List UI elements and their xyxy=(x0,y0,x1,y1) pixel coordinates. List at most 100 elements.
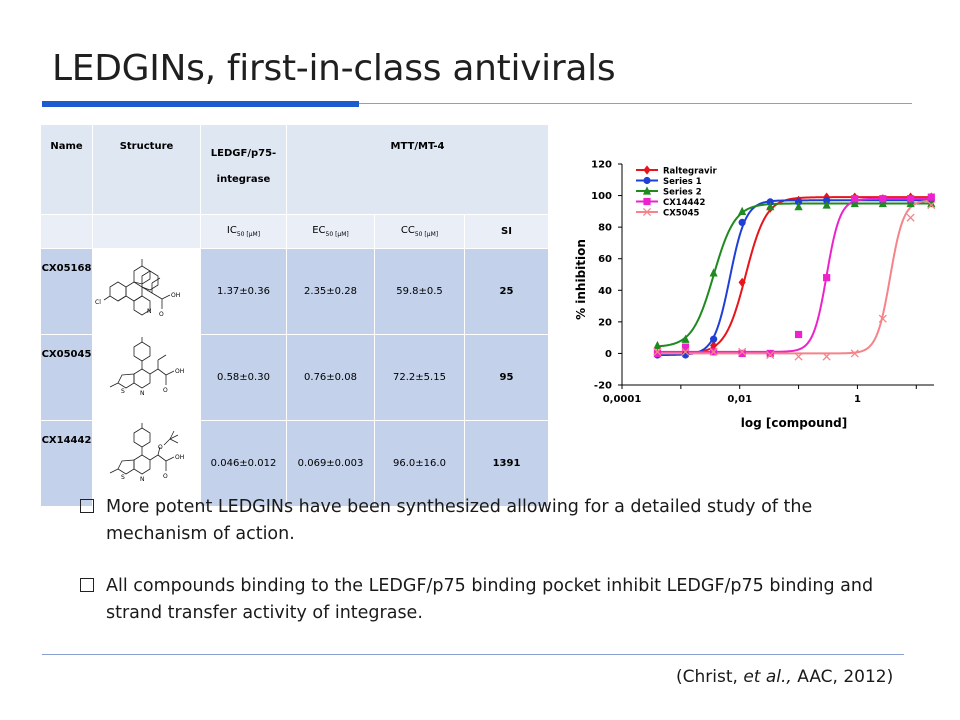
compound-name: CX14442 xyxy=(40,420,93,507)
molecule-cx05168-icon: Cl N OH O xyxy=(95,259,180,318)
data-point xyxy=(709,268,718,277)
page-title: LEDGINs, first-in-class antivirals xyxy=(52,48,616,89)
ec50-value: 0.76±0.08 xyxy=(286,334,375,421)
svg-text:Cl: Cl xyxy=(95,299,101,306)
svg-text:OH: OH xyxy=(175,368,184,375)
cc50-value: 59.8±0.5 xyxy=(374,248,465,335)
data-point xyxy=(643,197,651,206)
subheader-si: SI xyxy=(464,214,549,249)
data-point xyxy=(906,195,915,203)
svg-text:N: N xyxy=(140,390,145,397)
header-ledgf-line1: LEDGF/p75- xyxy=(210,148,277,159)
data-point xyxy=(709,340,718,351)
dose-response-chart: -20 0 20 40 60 80 100 120 0,0001 0,01 1 log [compou… xyxy=(574,160,936,430)
y-tick-label: -20 xyxy=(594,381,612,392)
data-point xyxy=(738,347,747,356)
svg-text:S: S xyxy=(121,474,125,481)
structure-image-cx05168: Cl N OH O xyxy=(92,248,201,335)
data-point xyxy=(709,347,718,356)
svg-text:OH: OH xyxy=(175,454,184,461)
data-point xyxy=(794,352,803,361)
cc50-value: 96.0±16.0 xyxy=(374,420,465,507)
data-point xyxy=(738,206,747,215)
title-underline-accent xyxy=(42,101,359,107)
ic50-value: 0.046±0.012 xyxy=(200,420,287,507)
data-point xyxy=(794,198,803,206)
data-point xyxy=(823,274,831,282)
data-point xyxy=(766,349,774,358)
data-point xyxy=(879,195,887,203)
series-curve xyxy=(657,199,932,355)
data-point xyxy=(878,314,887,323)
data-point xyxy=(927,198,936,208)
ec50-value: 0.069±0.003 xyxy=(286,420,375,507)
table-subheader-row: IC50 [µM] EC50 [µM] CC50 [µM] SI xyxy=(40,214,549,249)
data-point xyxy=(878,198,887,208)
legend-label: CX5045 xyxy=(663,208,700,218)
table-header-row: Name Structure LEDGF/p75- integrase MTT/… xyxy=(40,124,549,215)
subheader-ec50: EC50 [µM] xyxy=(286,214,375,249)
svg-text:O: O xyxy=(158,444,163,451)
subheader-empty-1 xyxy=(40,214,93,249)
y-tick-label: 40 xyxy=(598,286,612,297)
data-point xyxy=(738,218,746,227)
data-point xyxy=(794,330,803,339)
si-value: 95 xyxy=(464,334,549,421)
subheader-ic50: IC50 [µM] xyxy=(200,214,287,249)
svg-text:O: O xyxy=(163,387,168,394)
data-point xyxy=(850,198,859,208)
cc50-value: 72.2±5.15 xyxy=(374,334,465,421)
data-point xyxy=(738,349,746,358)
data-point xyxy=(653,349,662,358)
data-point xyxy=(766,198,774,206)
bullet-item: All compounds binding to the LEDGF/p75 b… xyxy=(80,573,880,627)
data-point xyxy=(766,350,775,360)
checkbox-bullet-icon xyxy=(80,499,94,513)
x-axis-label: log [compound] xyxy=(741,416,847,430)
y-tick-label: 60 xyxy=(598,254,612,265)
header-structure: Structure xyxy=(92,124,201,215)
header-mtt: MTT/MT-4 xyxy=(286,124,549,215)
si-value: 1391 xyxy=(464,420,549,507)
header-ledgf: LEDGF/p75- integrase xyxy=(200,124,287,215)
molecule-cx14442-icon: O S N OH O xyxy=(109,423,184,483)
data-point xyxy=(906,198,915,208)
x-tick-label: 0,0001 xyxy=(603,394,642,405)
table-row: CX05045 S N OH xyxy=(40,334,549,421)
si-value: 25 xyxy=(464,248,549,335)
y-tick-label: 0 xyxy=(605,349,612,360)
data-point xyxy=(709,335,718,343)
y-tick-label: 80 xyxy=(598,223,612,234)
header-name: Name xyxy=(40,124,93,215)
data-point xyxy=(794,202,803,211)
data-point xyxy=(927,200,936,210)
data-point xyxy=(850,349,859,358)
subheader-empty-2 xyxy=(92,214,201,249)
data-point xyxy=(642,186,652,195)
data-point xyxy=(643,165,651,175)
footer-divider xyxy=(42,654,904,655)
ic50-value: 0.58±0.30 xyxy=(200,334,287,421)
compound-name: CX05045 xyxy=(40,334,93,421)
svg-text:O: O xyxy=(159,311,164,318)
legend-label: Series 1 xyxy=(663,177,702,187)
svg-text:OH: OH xyxy=(171,292,180,299)
svg-text:N: N xyxy=(147,308,152,315)
y-tick-label: 20 xyxy=(598,317,612,328)
y-tick-label: 100 xyxy=(591,191,612,202)
svg-text:N: N xyxy=(140,476,145,483)
header-ledgf-line2: integrase xyxy=(216,174,271,185)
svg-text:S: S xyxy=(121,388,125,395)
data-point xyxy=(851,195,859,203)
table-row: CX05168 Cl xyxy=(40,248,549,335)
data-point xyxy=(822,352,831,361)
data-point xyxy=(681,347,690,356)
table-row: CX14442 xyxy=(40,420,549,507)
data-point xyxy=(822,200,831,209)
data-point xyxy=(642,207,652,217)
data-point xyxy=(653,340,662,350)
bullet-list: More potent LEDGINs have been synthesize… xyxy=(80,494,880,652)
series-curve xyxy=(657,202,932,348)
bullet-item: More potent LEDGINs have been synthesize… xyxy=(80,494,880,548)
data-point xyxy=(681,334,690,343)
